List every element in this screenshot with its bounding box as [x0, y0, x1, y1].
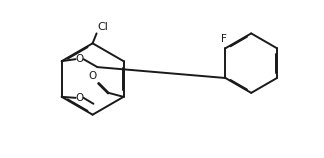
- Text: O: O: [75, 93, 84, 103]
- Text: Cl: Cl: [98, 22, 109, 32]
- Text: O: O: [75, 54, 84, 64]
- Text: O: O: [88, 71, 97, 81]
- Text: F: F: [221, 34, 226, 44]
